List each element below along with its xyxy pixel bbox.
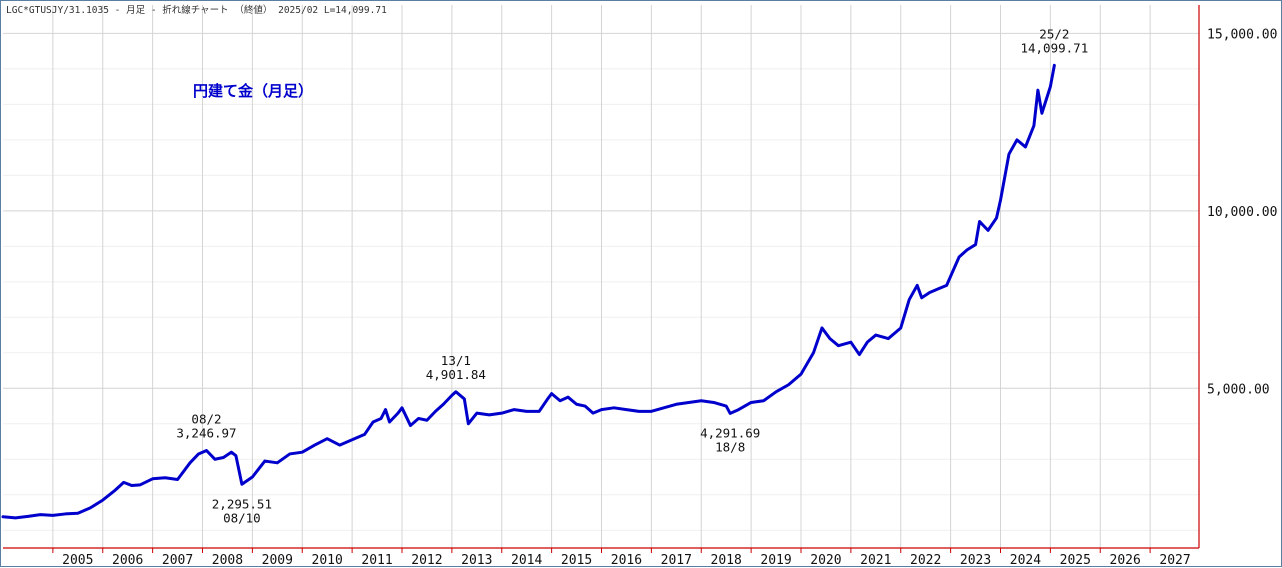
y-tick-labels: 5,000.00 10,000.00 15,000.00 <box>1207 27 1277 397</box>
y-tick-label: 15,000.00 <box>1207 27 1277 42</box>
x-tick-label: 2013 <box>461 553 492 568</box>
annotation-label-line2: 14,099.71 <box>1020 40 1088 55</box>
x-tick-labels: 2005 2006 2007 2008 2009 2010 2011 2012 2013 2014… <box>52 548 1191 568</box>
x-tick-label: 2021 <box>860 553 891 568</box>
y-tick-label: 10,000.00 <box>1207 205 1277 220</box>
x-tick-label: 2024 <box>1010 553 1041 568</box>
annotation-label-line1: 4,291.69 <box>700 425 760 440</box>
x-tick-label: 2020 <box>810 553 841 568</box>
x-tick-label: 2018 <box>711 553 742 568</box>
x-tick-label: 2019 <box>760 553 791 568</box>
annotation-label-line1: 2,295.51 <box>212 496 272 511</box>
x-tick-label: 2008 <box>212 553 243 568</box>
grid-layer <box>3 5 1199 548</box>
annotation-high-2013: 13/14,901.84 <box>426 353 486 382</box>
chart-header-text: LGC*GTUSJY/31.1035 - 月足 - 折れ線チャート （終値） 2… <box>6 4 387 16</box>
x-tick-label: 2005 <box>62 553 93 568</box>
x-tick-label: 2026 <box>1110 553 1141 568</box>
series-line <box>1 63 1056 520</box>
annotation-last-2025: 25/214,099.71 <box>1020 26 1088 55</box>
x-tick-label: 2017 <box>661 553 692 568</box>
x-tick-label: 2009 <box>262 553 293 568</box>
x-tick-label: 2010 <box>312 553 343 568</box>
annotation-label-line1: 13/1 <box>441 353 471 368</box>
x-tick-label: 2014 <box>511 553 542 568</box>
x-tick-label: 2007 <box>162 553 193 568</box>
annotation-label-line2: 3,246.97 <box>176 426 236 441</box>
x-tick-label: 2011 <box>361 553 392 568</box>
annotation-label-line2: 08/10 <box>223 510 261 525</box>
annotation-label-line1: 25/2 <box>1039 26 1069 41</box>
x-tick-label: 2006 <box>112 553 143 568</box>
annotation-label-line1: 08/2 <box>191 412 221 427</box>
x-tick-label: 2022 <box>910 553 941 568</box>
x-tick-label: 2016 <box>611 553 642 568</box>
x-tick-label: 2025 <box>1060 553 1091 568</box>
x-tick-label: 2012 <box>411 553 442 568</box>
annotation-high-2008: 08/23,246.97 <box>176 412 236 441</box>
annotation-label-line2: 18/8 <box>715 439 745 454</box>
x-tick-label: 2015 <box>561 553 592 568</box>
annotation-label-line2: 4,901.84 <box>426 367 486 382</box>
x-tick-label: 2027 <box>1159 553 1190 568</box>
x-tick-label: 2023 <box>960 553 991 568</box>
chart-title: 円建て金（月足） <box>193 82 313 100</box>
line-layer <box>1 63 1056 520</box>
y-tick-label: 5,000.00 <box>1207 382 1270 397</box>
